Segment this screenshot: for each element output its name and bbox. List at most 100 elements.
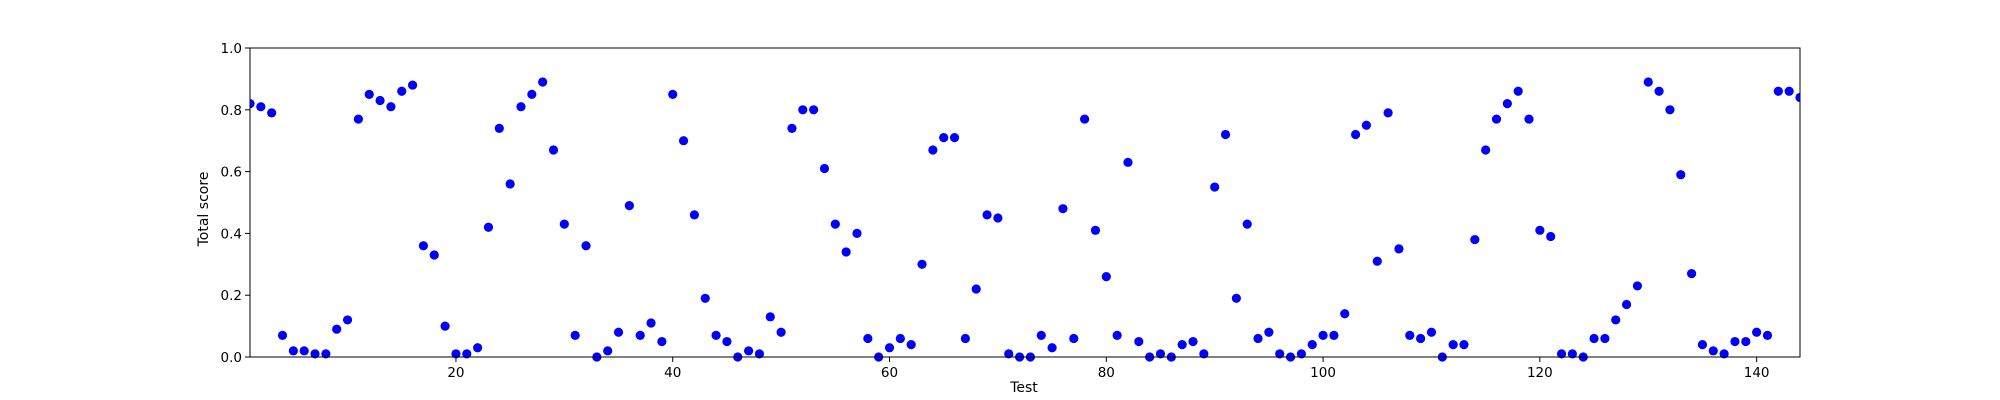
data-point	[1220, 129, 1231, 140]
data-point	[1687, 268, 1697, 279]
data-point	[1416, 333, 1426, 344]
data-point	[744, 346, 754, 356]
x-tick-label: 140	[1744, 365, 1770, 381]
data-point	[1632, 281, 1643, 291]
data-point	[250, 99, 255, 109]
data-point	[1036, 330, 1046, 340]
x-axis: 20 40 60 80 100 120 140	[447, 357, 1770, 381]
data-point	[1340, 309, 1350, 319]
data-point	[516, 102, 526, 112]
data-point	[1004, 349, 1014, 359]
data-point	[538, 77, 548, 87]
data-point	[884, 343, 895, 353]
x-tick-label: 100	[1310, 365, 1336, 381]
x-tick-label: 120	[1527, 365, 1553, 381]
plot-frame	[249, 47, 1801, 358]
data-point	[1058, 204, 1068, 214]
data-point	[1090, 225, 1101, 235]
data-point	[1621, 299, 1632, 310]
data-point	[1426, 327, 1437, 337]
data-point	[1112, 330, 1122, 340]
data-point	[635, 330, 645, 340]
data-point	[657, 336, 667, 347]
data-point	[473, 343, 483, 353]
data-point	[1080, 114, 1090, 124]
data-point	[830, 219, 840, 229]
data-point	[1589, 333, 1599, 344]
data-point	[1697, 340, 1708, 350]
x-tick-label: 20	[447, 365, 464, 381]
data-point	[581, 241, 591, 251]
data-point	[1676, 170, 1686, 180]
data-point	[624, 200, 634, 211]
data-point	[819, 163, 830, 174]
data-point	[765, 312, 775, 322]
data-point	[418, 241, 429, 251]
data-point	[1318, 330, 1328, 340]
y-axis-title: Total score	[196, 172, 212, 248]
y-tick-label: 0.6	[221, 165, 242, 181]
data-point	[277, 330, 288, 340]
data-point	[906, 340, 916, 350]
data-point	[863, 333, 873, 344]
x-tick-label: 60	[881, 365, 898, 381]
data-point	[1372, 256, 1382, 266]
data-point	[429, 250, 439, 260]
x-tick-label: 80	[1098, 365, 1115, 381]
data-point	[559, 219, 569, 229]
data-point	[1611, 315, 1621, 325]
data-point	[917, 259, 927, 269]
data-point	[1231, 293, 1241, 303]
data-point	[1481, 145, 1491, 155]
data-point	[1773, 86, 1783, 96]
data-point	[1730, 336, 1740, 347]
y-tick-label: 0.4	[221, 226, 242, 242]
data-point	[1762, 330, 1773, 340]
data-point	[993, 213, 1003, 223]
data-point	[505, 179, 515, 189]
data-point	[440, 321, 450, 331]
data-point	[1784, 86, 1794, 96]
data-point	[1069, 333, 1079, 344]
data-point	[1459, 340, 1469, 350]
data-point	[353, 114, 363, 124]
data-point	[1123, 157, 1133, 167]
data-point	[1155, 349, 1166, 359]
data-point	[1535, 225, 1545, 235]
data-point	[1556, 349, 1567, 359]
y-tick-label: 0.8	[221, 103, 242, 119]
data-point	[1134, 336, 1144, 347]
data-point	[1350, 129, 1361, 140]
data-point	[527, 89, 537, 99]
data-point	[1101, 272, 1111, 282]
x-axis-title: Test	[1009, 380, 1038, 396]
data-point	[971, 284, 981, 294]
data-point	[1719, 349, 1729, 359]
x-tick-label: 40	[664, 365, 681, 381]
data-point	[1296, 349, 1306, 359]
data-point	[1795, 92, 1800, 103]
data-point	[852, 228, 862, 238]
data-point	[1047, 343, 1057, 353]
data-point	[1448, 340, 1458, 350]
data-point	[1752, 327, 1762, 337]
data-point	[689, 210, 700, 220]
data-point	[299, 346, 309, 356]
data-point	[982, 210, 992, 220]
data-point	[841, 247, 851, 257]
data-point	[1307, 340, 1317, 350]
data-point	[1264, 327, 1274, 337]
data-point	[928, 145, 938, 155]
data-point	[494, 123, 504, 133]
data-point	[895, 333, 905, 344]
data-point	[1188, 336, 1198, 347]
data-point	[332, 324, 342, 334]
data-point	[570, 330, 580, 340]
y-tick-label: 0.0	[221, 350, 242, 366]
data-point	[754, 349, 765, 359]
data-point	[1524, 114, 1534, 124]
data-point	[386, 102, 396, 112]
data-point	[451, 349, 461, 359]
y-axis: 0.0 0.2 0.4 0.6 0.8 1.0	[221, 41, 250, 366]
